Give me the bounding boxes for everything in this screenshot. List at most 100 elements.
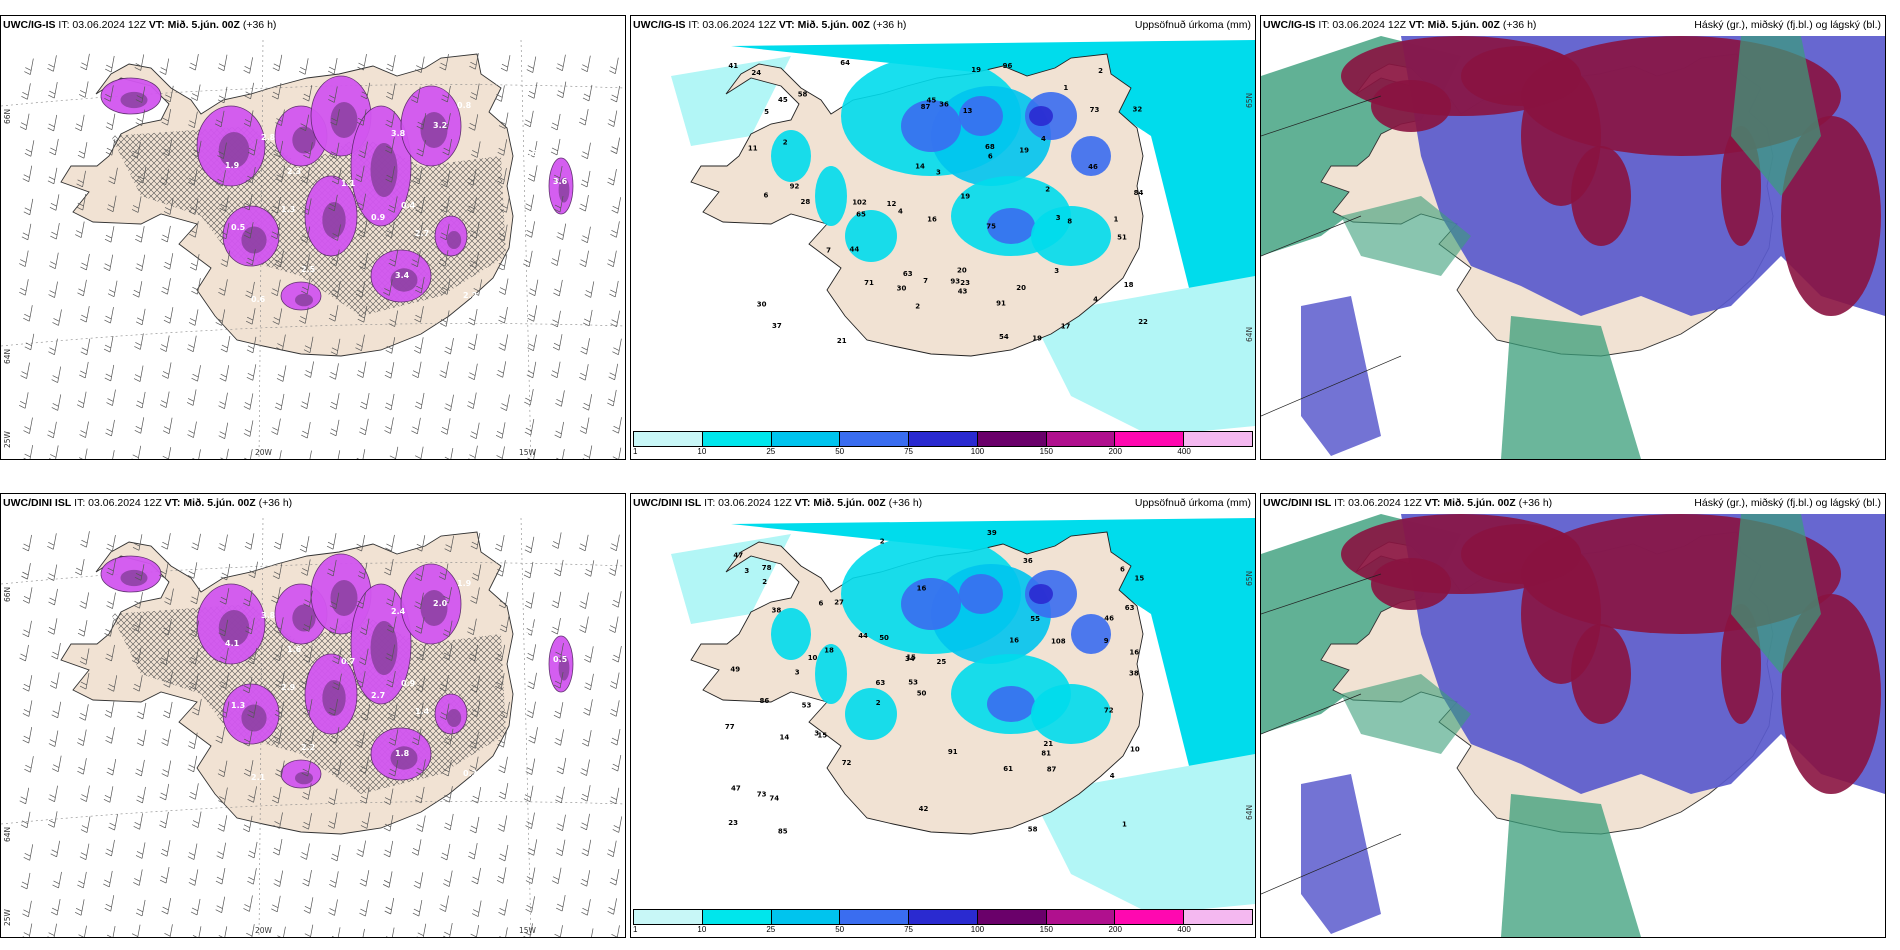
wind-barb bbox=[608, 559, 619, 576]
wind-barb bbox=[190, 898, 201, 916]
wind-value: 0.6 bbox=[251, 295, 266, 304]
precip-value: 77 bbox=[725, 723, 735, 731]
wind-barb bbox=[360, 812, 371, 829]
wind-barb bbox=[135, 226, 145, 243]
wind-barb bbox=[357, 54, 367, 71]
high-cloud bbox=[1781, 594, 1881, 794]
legend-tick: 50 bbox=[835, 447, 845, 456]
wind-barb bbox=[499, 927, 508, 937]
wind-barb bbox=[247, 786, 257, 803]
wind-barb bbox=[384, 897, 395, 915]
wind-barb bbox=[495, 422, 506, 439]
high-cloud bbox=[1461, 524, 1581, 584]
wind-barb bbox=[104, 226, 115, 243]
precip-blob bbox=[1029, 106, 1053, 126]
precip-blob bbox=[901, 100, 961, 152]
wind-barb bbox=[556, 81, 567, 98]
panel-precip-ig: UWC/IG-IS IT: 03.06.2024 12Z VT: Mið. 5.… bbox=[630, 15, 1256, 460]
wind-barb bbox=[22, 923, 33, 937]
wind-barb bbox=[579, 194, 589, 212]
wind-barb bbox=[556, 757, 567, 775]
wind-barb bbox=[191, 84, 201, 101]
wind-barb bbox=[357, 220, 368, 238]
wind-barb bbox=[528, 279, 539, 296]
wind-value: 2.5 bbox=[301, 265, 316, 274]
wind-barb bbox=[415, 277, 425, 294]
wind-barb bbox=[299, 307, 309, 324]
wind-barb bbox=[189, 254, 200, 271]
wind-barb bbox=[415, 56, 425, 73]
wind-barb bbox=[131, 142, 141, 159]
wind-barb bbox=[328, 899, 338, 916]
wind-barb bbox=[556, 814, 566, 831]
wind-barb bbox=[554, 925, 563, 937]
precip-value: 71 bbox=[864, 279, 874, 287]
wind-barb bbox=[383, 840, 394, 858]
wind-barb bbox=[48, 785, 58, 802]
wind-barb bbox=[468, 363, 478, 380]
wind-barb bbox=[79, 81, 89, 98]
wind-barb bbox=[610, 221, 620, 238]
wind-barb bbox=[80, 816, 91, 833]
wind-barb bbox=[498, 224, 508, 241]
wind-barb bbox=[75, 114, 85, 132]
wind-barb bbox=[496, 867, 507, 884]
wind-barb bbox=[355, 281, 366, 298]
precip-value: 44 bbox=[858, 632, 868, 640]
precip-value: 3 bbox=[814, 729, 819, 737]
precip-area-sea bbox=[731, 518, 1255, 804]
wind-barb bbox=[104, 620, 114, 637]
wind-barb bbox=[327, 788, 338, 805]
lat-label: 65N bbox=[1245, 570, 1254, 586]
precip-value: 4 bbox=[1041, 135, 1046, 143]
wind-barb bbox=[497, 167, 507, 185]
wind-barb bbox=[246, 364, 257, 381]
wind-barb bbox=[415, 786, 425, 804]
wind-barb bbox=[386, 83, 396, 100]
wind-barb bbox=[414, 564, 425, 582]
wind-barb bbox=[331, 280, 341, 298]
wind-barb bbox=[469, 53, 479, 70]
lead-time: (+36 h) bbox=[1515, 497, 1553, 509]
wind-barb bbox=[135, 254, 146, 271]
wind-barb bbox=[440, 843, 451, 861]
wind-barb bbox=[161, 729, 171, 746]
wind-barb bbox=[107, 675, 118, 692]
lat-label: 64N bbox=[3, 348, 12, 364]
wind-barb bbox=[189, 783, 199, 800]
wind-barb bbox=[356, 592, 366, 609]
wind-barb bbox=[303, 897, 314, 914]
wind-barb bbox=[327, 812, 338, 829]
wind-barb bbox=[191, 140, 202, 158]
wind-barb bbox=[416, 643, 426, 661]
legend-swatch bbox=[1115, 910, 1185, 924]
wind-barb bbox=[106, 195, 117, 212]
wind-core bbox=[292, 604, 316, 632]
precip-value: 13 bbox=[963, 107, 973, 115]
wind-barb bbox=[612, 591, 622, 608]
wind-barb bbox=[524, 388, 534, 406]
precip-value: 20 bbox=[957, 266, 967, 274]
wind-barb bbox=[23, 417, 33, 434]
precip-value: 53 bbox=[802, 701, 812, 709]
wind-barb bbox=[187, 169, 198, 186]
precip-blob bbox=[987, 208, 1035, 244]
wind-barb bbox=[77, 758, 87, 775]
wind-barb bbox=[583, 309, 593, 327]
wind-value: 0.9 bbox=[401, 679, 416, 688]
wind-barb bbox=[79, 843, 90, 861]
wind-barb bbox=[187, 562, 198, 579]
wind-barb bbox=[133, 675, 143, 692]
wind-barb bbox=[582, 84, 593, 102]
wind-barb bbox=[49, 138, 59, 156]
wind-barb bbox=[498, 278, 509, 295]
lat-label: 64N bbox=[1245, 326, 1254, 342]
init-time: IT: 03.06.2024 12Z bbox=[1331, 497, 1425, 509]
wind-barb bbox=[355, 535, 366, 552]
wind-barb bbox=[103, 870, 113, 888]
wind-barb bbox=[470, 925, 480, 937]
wind-barb bbox=[470, 676, 480, 693]
wind-barb bbox=[162, 447, 172, 459]
wind-core bbox=[330, 102, 358, 138]
wind-barb bbox=[159, 783, 170, 801]
